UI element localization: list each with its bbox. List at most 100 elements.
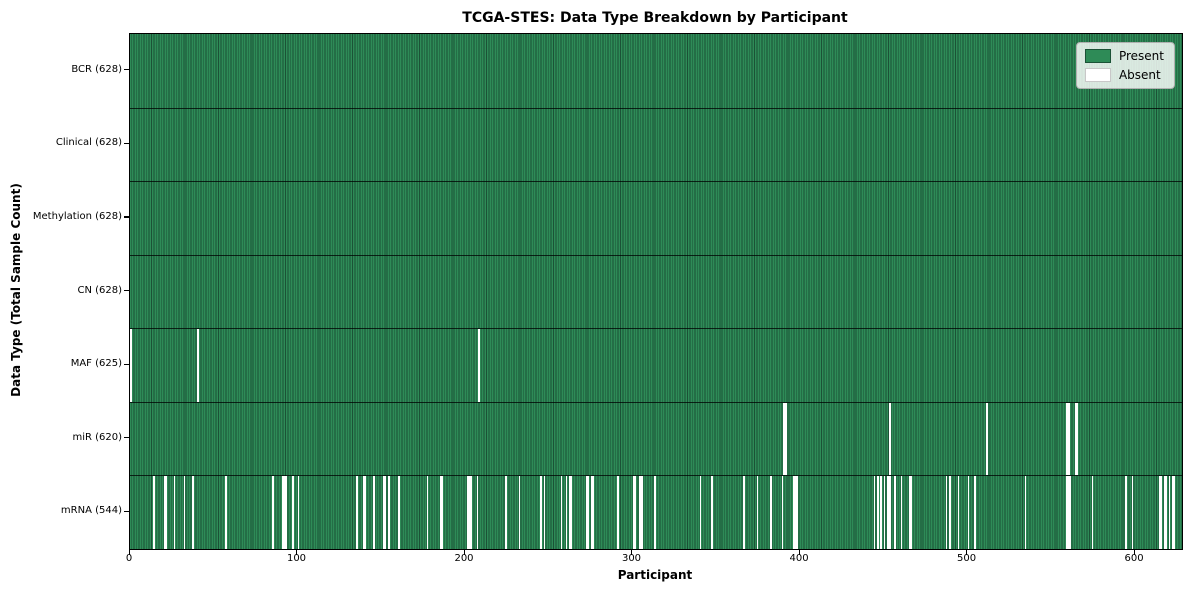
absent-stripe bbox=[974, 476, 976, 549]
absent-stripe bbox=[783, 402, 785, 476]
row-mrna bbox=[130, 475, 1182, 549]
absent-stripe bbox=[183, 476, 186, 549]
absent-stripe bbox=[1076, 402, 1079, 476]
absent-stripe bbox=[1091, 476, 1094, 549]
absent-stripe bbox=[568, 476, 571, 549]
y-tick-mark bbox=[124, 363, 129, 365]
chart-title: TCGA-STES: Data Type Breakdown by Partic… bbox=[462, 10, 848, 26]
absent-stripe bbox=[384, 476, 387, 549]
y-tick-mark bbox=[124, 290, 129, 292]
absent-stripe bbox=[883, 476, 886, 549]
x-tick-mark bbox=[1133, 550, 1135, 555]
absent-stripe bbox=[769, 476, 772, 549]
x-tick-mark bbox=[798, 550, 800, 555]
absent-stripe bbox=[873, 476, 876, 549]
y-tick-mark bbox=[124, 510, 129, 512]
absent-stripe bbox=[285, 476, 288, 549]
y-tick-mark bbox=[124, 437, 129, 439]
absent-stripe bbox=[1066, 476, 1069, 549]
xtick-label-0: 0 bbox=[125, 553, 133, 564]
absent-stripe bbox=[1068, 402, 1070, 476]
absent-stripe bbox=[796, 476, 799, 549]
x-tick-mark bbox=[631, 550, 633, 555]
absent-stripe bbox=[888, 476, 891, 549]
absent-stripe bbox=[908, 476, 911, 549]
x-tick-mark bbox=[966, 550, 968, 555]
absent-stripe bbox=[1173, 476, 1176, 549]
absent-stripe bbox=[699, 476, 702, 549]
absent-stripe bbox=[945, 476, 948, 549]
absent-stripe bbox=[910, 476, 913, 549]
present-swatch bbox=[1084, 49, 1111, 63]
legend-item-present: Present bbox=[1084, 49, 1164, 63]
absent-stripe bbox=[1069, 476, 1072, 549]
absent-stripe bbox=[478, 329, 481, 402]
x-tick-mark bbox=[463, 550, 465, 555]
absent-stripe bbox=[282, 476, 285, 549]
absent-stripe bbox=[476, 476, 479, 549]
absent-stripe bbox=[362, 476, 365, 549]
absent-stripe bbox=[893, 476, 896, 549]
absent-stripe bbox=[795, 476, 797, 549]
absent-stripe bbox=[173, 476, 176, 549]
absent-stripe bbox=[284, 476, 286, 549]
absent-stripe bbox=[756, 476, 759, 549]
ytick-label-mrna: mRNA (544) bbox=[60, 505, 122, 517]
ytick-label-mir: miR (620) bbox=[72, 431, 122, 443]
absent-stripe bbox=[967, 476, 970, 549]
absent-stripe bbox=[364, 476, 367, 549]
absent-stripe bbox=[587, 476, 589, 549]
absent-stripe bbox=[590, 476, 593, 549]
absent-stripe bbox=[888, 402, 891, 476]
absent-stripe bbox=[153, 476, 156, 549]
absent-stripe bbox=[585, 476, 588, 549]
absent-stripe bbox=[634, 476, 636, 549]
absent-stripe bbox=[372, 476, 375, 549]
x-axis-title: Participant bbox=[617, 568, 693, 582]
absent-stripe bbox=[711, 476, 713, 549]
absent-stripe bbox=[1171, 476, 1174, 549]
absent-stripe bbox=[632, 476, 635, 549]
absent-stripe bbox=[292, 476, 295, 549]
legend-label-absent: Absent bbox=[1118, 68, 1161, 82]
absent-stripe bbox=[781, 476, 784, 549]
absent-stripe bbox=[441, 476, 444, 549]
row-cn bbox=[130, 254, 1182, 329]
ytick-label-clinical: Clinical (628) bbox=[55, 137, 122, 149]
absent-stripe bbox=[1131, 476, 1134, 549]
absent-stripe bbox=[1068, 476, 1070, 549]
row-mir bbox=[130, 401, 1182, 476]
absent-stripe bbox=[387, 476, 390, 549]
x-tick-mark bbox=[128, 550, 130, 555]
xtick-label-300: 300 bbox=[621, 553, 642, 564]
absent-stripe bbox=[1163, 476, 1166, 549]
absent-stripe bbox=[505, 476, 507, 549]
absent-stripe bbox=[130, 329, 132, 402]
ytick-label-maf: MAF (625) bbox=[70, 358, 122, 370]
absent-stripe bbox=[356, 476, 358, 549]
absent-stripe bbox=[900, 476, 903, 549]
absent-swatch bbox=[1084, 68, 1111, 82]
y-tick-mark bbox=[124, 69, 129, 71]
absent-stripe bbox=[518, 476, 521, 549]
absent-stripe bbox=[191, 476, 194, 549]
row-methylation bbox=[130, 181, 1182, 255]
absent-stripe bbox=[654, 476, 656, 549]
absent-stripe bbox=[743, 476, 745, 549]
absent-stripe bbox=[1158, 476, 1161, 549]
absent-stripe bbox=[466, 476, 469, 549]
absent-stripe bbox=[468, 476, 471, 549]
absent-stripe bbox=[540, 476, 543, 549]
absent-stripe bbox=[382, 476, 385, 549]
absent-stripe bbox=[640, 476, 643, 549]
absent-stripe bbox=[793, 476, 796, 549]
row-bcr bbox=[130, 34, 1182, 108]
legend-label-present: Present bbox=[1118, 49, 1164, 63]
absent-stripe bbox=[1024, 476, 1027, 549]
absent-stripe bbox=[398, 476, 400, 549]
absent-stripe bbox=[297, 476, 300, 549]
row-maf bbox=[130, 328, 1182, 402]
y-tick-mark bbox=[124, 216, 129, 218]
absent-stripe bbox=[565, 476, 568, 549]
absent-stripe bbox=[617, 476, 620, 549]
